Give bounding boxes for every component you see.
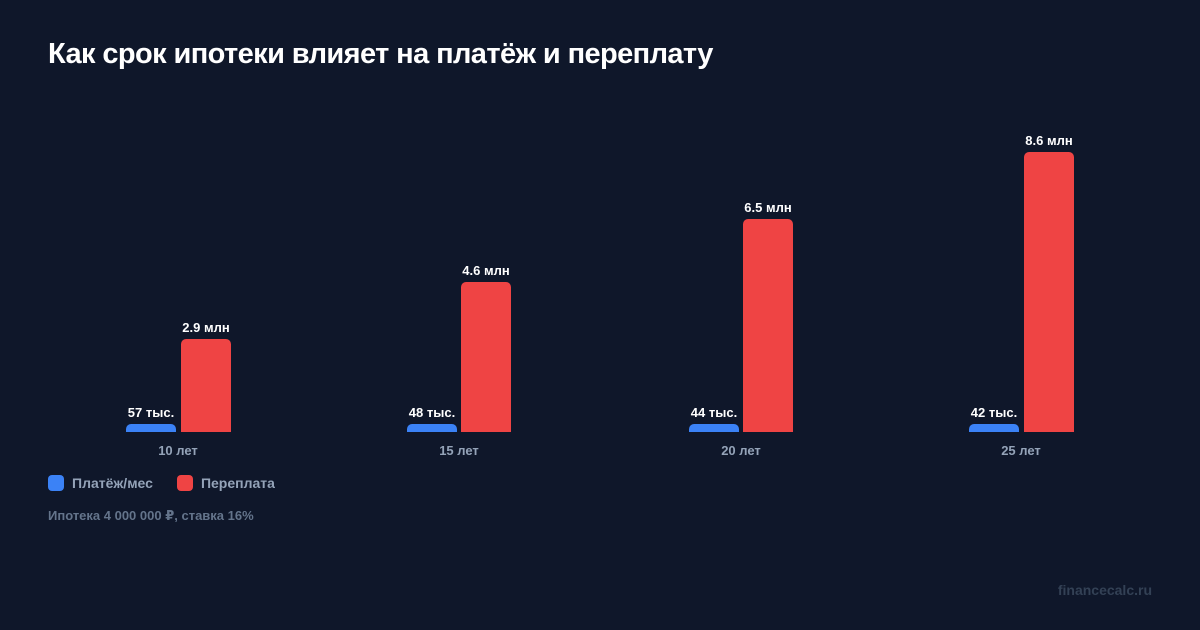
payment-bar — [969, 424, 1019, 432]
category-label: 10 лет — [158, 443, 198, 458]
legend-item-payment: Платёж/мес — [48, 475, 153, 491]
overpayment-bar — [461, 282, 511, 432]
chart-legend: Платёж/мес Переплата — [48, 475, 275, 491]
category-label: 20 лет — [721, 443, 761, 458]
overpayment-value-label: 6.5 млн — [744, 200, 792, 215]
payment-value-label: 48 тыс. — [408, 405, 456, 420]
payment-value-label: 57 тыс. — [127, 405, 175, 420]
payment-bar — [126, 424, 176, 432]
category-label: 25 лет — [1001, 443, 1041, 458]
chart-title: Как срок ипотеки влияет на платёж и пере… — [48, 38, 713, 70]
payment-bar — [407, 424, 457, 432]
category-label: 15 лет — [439, 443, 479, 458]
chart-footnote: Ипотека 4 000 000 ₽, ставка 16% — [48, 508, 254, 523]
site-watermark: financecalc.ru — [1057, 582, 1152, 598]
payment-swatch-icon — [48, 475, 64, 491]
overpayment-swatch-icon — [176, 475, 193, 491]
overpayment-value-label: 2.9 млн — [182, 320, 230, 335]
overpayment-value-label: 8.6 млн — [1025, 133, 1073, 148]
overpayment-bar — [1024, 152, 1074, 432]
overpayment-bar — [181, 339, 231, 432]
overpayment-bar — [743, 219, 793, 432]
payment-bar — [689, 424, 739, 432]
legend-item-overpayment: Переплата — [176, 475, 275, 491]
legend-label: Переплата — [200, 475, 275, 491]
overpayment-value-label: 4.6 млн — [462, 263, 510, 278]
payment-value-label: 44 тыс. — [690, 405, 738, 420]
payment-value-label: 42 тыс. — [970, 405, 1018, 420]
bar-chart: 57 тыс. 2.9 млн 10 лет 48 тыс. 4.6 млн 1… — [126, 133, 1074, 458]
legend-label: Платёж/мес — [72, 475, 153, 491]
